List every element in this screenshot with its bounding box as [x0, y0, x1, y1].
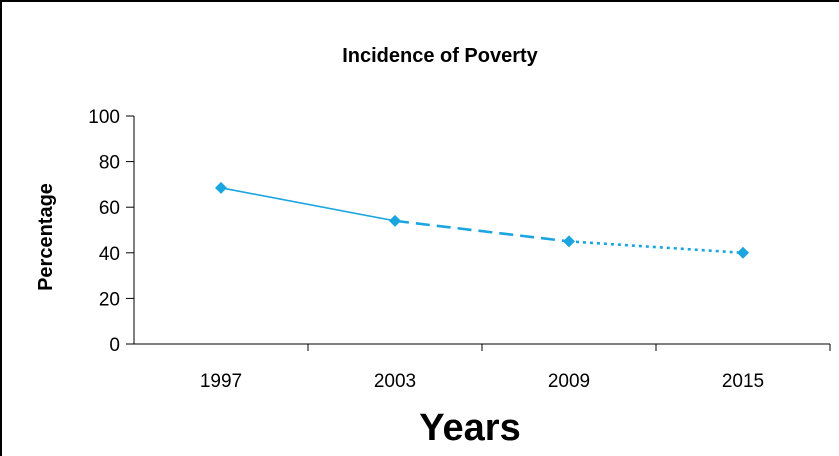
x-tick-label: 1997	[200, 371, 242, 392]
y-tick-label: 40	[99, 244, 120, 265]
y-tick-label: 80	[99, 153, 120, 174]
y-tick-label: 20	[99, 289, 120, 310]
y-axis-label: Percentage	[35, 183, 57, 291]
data-point-diamond	[215, 181, 227, 194]
series-line-segment-dotted	[568, 240, 744, 255]
data-point-diamond	[389, 214, 401, 227]
y-tick-label: 0	[109, 335, 120, 356]
data-point-diamond	[737, 246, 749, 259]
x-axis-label: Years	[419, 407, 520, 449]
x-tick-label: 2003	[374, 371, 416, 392]
y-tick-label: 100	[88, 107, 120, 128]
series-line-segment-solid	[220, 187, 396, 222]
chart-title: Incidence of Poverty	[342, 45, 538, 67]
series-line-segment-dashed	[394, 219, 570, 243]
x-tick-label: 2015	[722, 371, 764, 392]
y-tick-label: 60	[99, 198, 120, 219]
x-tick-label: 2009	[548, 371, 590, 392]
data-point-diamond	[563, 235, 575, 248]
